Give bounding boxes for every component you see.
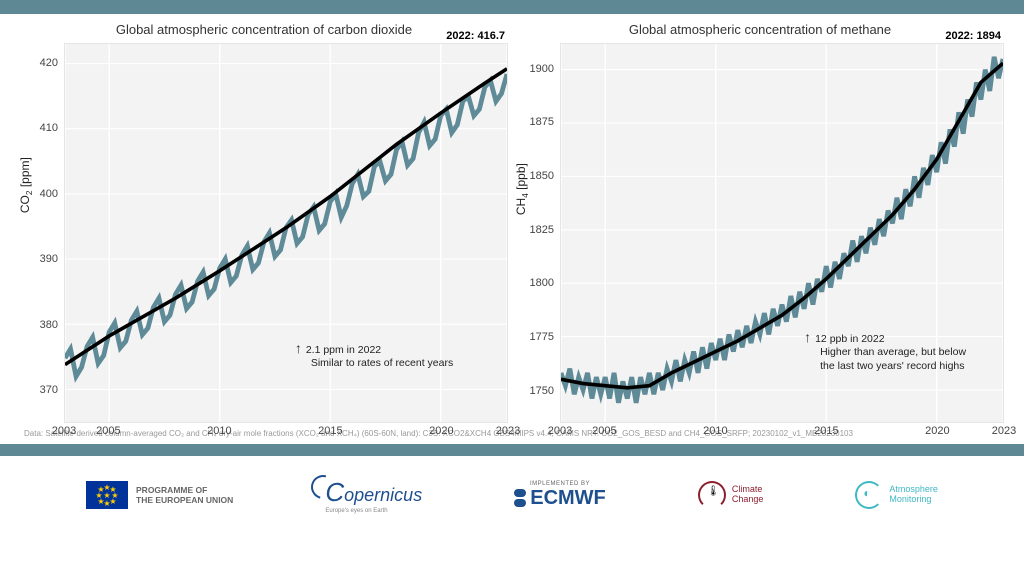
co2-plot: 2022: 416.7 ↑2.1 ppm in 2022 Similar to … <box>64 43 508 423</box>
co2-annot-l2: Similar to rates of recent years <box>311 357 453 369</box>
ecmwf-text: ECMWF <box>514 487 606 510</box>
co2-yticks: 370380390400410420 <box>32 43 62 423</box>
eu-flag-icon <box>86 481 128 509</box>
mid-bar <box>0 444 1024 456</box>
copernicus-text: Copernicus Europe's eyes on Earth <box>325 477 422 514</box>
ch4-yticks: 1750177518001825185018751900 <box>528 43 558 423</box>
eu-logo: PROGRAMME OF THE EUROPEAN UNION <box>86 481 233 509</box>
climate-text: Climate Change <box>732 485 764 505</box>
logo-row: PROGRAMME OF THE EUROPEAN UNION Copernic… <box>0 456 1024 534</box>
top-bar <box>0 0 1024 14</box>
ch4-xticks: 200320052010201520202023 <box>560 425 1004 441</box>
programme-l1: PROGRAMME OF <box>136 485 233 495</box>
co2-end-label: 2022: 416.7 <box>446 30 505 42</box>
co2-title: Global atmospheric concentration of carb… <box>20 22 508 37</box>
ch4-panel: Global atmospheric concentration of meth… <box>516 22 1004 423</box>
copernicus-tagline: Europe's eyes on Earth <box>325 508 422 514</box>
ch4-plot: 2022: 1894 ↑12 ppb in 2022 Higher than a… <box>560 43 1004 423</box>
up-arrow-icon: ↑ <box>804 328 811 346</box>
co2-annot-l1: 2.1 ppm in 2022 <box>306 344 381 356</box>
atmosphere-icon <box>855 481 883 509</box>
co2-panel: Global atmospheric concentration of carb… <box>20 22 508 423</box>
up-arrow-icon: ↑ <box>295 339 302 357</box>
ch4-annot-l1: 12 ppb in 2022 <box>815 333 884 345</box>
co2-xticks: 200320052010201520202023 <box>64 425 508 441</box>
programme-l2: THE EUROPEAN UNION <box>136 495 233 505</box>
ch4-title: Global atmospheric concentration of meth… <box>516 22 1004 37</box>
co2-annotation: ↑ 2.1 ppm in 2022 Similar to rates of rec… <box>295 339 453 371</box>
ch4-annot-l3: the last two years' record highs <box>820 360 964 372</box>
climate-change-logo: Climate Change <box>698 481 764 509</box>
ecmwf-icon <box>514 489 526 507</box>
ch4-annot-l2: Higher than average, but below <box>820 346 966 358</box>
ch4-end-label: 2022: 1894 <box>945 30 1001 42</box>
climate-icon <box>698 481 726 509</box>
ch4-annotation: ↑ 12 ppb in 2022 Higher than average, but… <box>804 328 966 374</box>
atmosphere-monitoring-logo: Atmosphere Monitoring <box>855 481 938 509</box>
chart-area: Global atmospheric concentration of carb… <box>0 14 1024 427</box>
copernicus-logo: Copernicus Europe's eyes on Earth <box>325 477 422 514</box>
ecmwf-logo: IMPLEMENTED BY ECMWF <box>514 481 606 510</box>
atmosphere-text: Atmosphere Monitoring <box>889 485 938 505</box>
programme-text: PROGRAMME OF THE EUROPEAN UNION <box>136 485 233 505</box>
